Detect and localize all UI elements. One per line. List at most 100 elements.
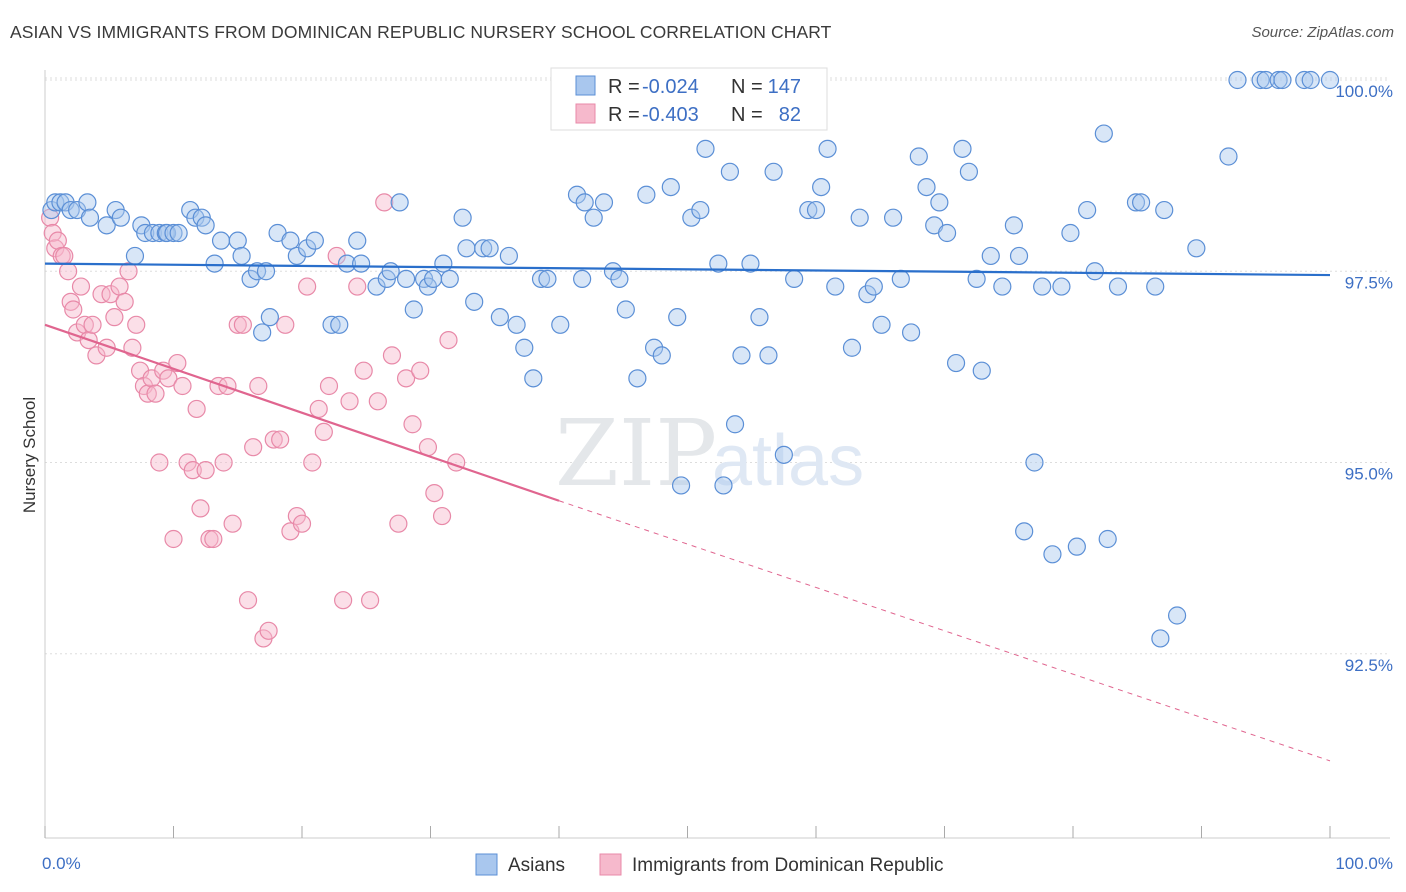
dominican-point xyxy=(389,514,408,533)
asian-point xyxy=(205,254,224,273)
asian-point xyxy=(1228,70,1247,90)
dominican-point xyxy=(354,361,373,380)
y-tick-label: 100.0% xyxy=(1335,82,1393,101)
watermark-atlas: atlas xyxy=(712,421,864,501)
dominican-point xyxy=(200,529,219,549)
asian-point xyxy=(575,193,594,212)
dominican-point xyxy=(127,315,146,334)
asian-point xyxy=(668,308,687,327)
asian-point xyxy=(1295,70,1314,90)
asian-point xyxy=(367,277,386,296)
asian-point xyxy=(1155,200,1174,220)
asian-point xyxy=(567,185,587,204)
dominican-point xyxy=(64,300,83,319)
dominican-point xyxy=(204,529,223,549)
asian-point xyxy=(80,208,100,227)
asian-point xyxy=(474,239,493,258)
asian-point xyxy=(1126,193,1146,212)
dominican-point xyxy=(83,315,102,334)
legend-n-value-dominican: 82 xyxy=(779,104,801,126)
asian-point xyxy=(573,269,592,288)
asian-point xyxy=(1061,223,1080,243)
asian-point xyxy=(759,346,778,365)
asian-point xyxy=(322,315,341,334)
asian-point xyxy=(232,246,251,266)
asian-point xyxy=(732,346,751,365)
y-tick-labels: 92.5% 95.0% 97.5% 100.0% xyxy=(1335,82,1393,675)
legend-r-label-dominican: R = xyxy=(608,104,640,126)
dominican-point xyxy=(164,529,183,549)
asian-point xyxy=(891,269,910,288)
dominican-point xyxy=(191,499,210,518)
asian-point xyxy=(1025,453,1044,472)
asian-point xyxy=(136,223,155,243)
dominican-point xyxy=(55,246,74,266)
asian-point xyxy=(917,178,936,197)
asian-point xyxy=(930,193,949,212)
dominican-point xyxy=(150,453,169,472)
asian-point xyxy=(953,139,972,158)
asian-point xyxy=(404,300,423,319)
y-tick-label: 95.0% xyxy=(1345,465,1393,484)
asian-point xyxy=(1098,529,1117,549)
asian-point xyxy=(842,338,862,357)
dominican-point xyxy=(271,430,290,449)
asian-point xyxy=(741,254,760,273)
asian-point xyxy=(1187,239,1206,258)
asian-point xyxy=(981,246,1000,266)
asian-point xyxy=(691,200,710,220)
asian-point xyxy=(253,323,272,342)
dominican-point xyxy=(138,384,157,403)
dominican-point xyxy=(298,277,317,296)
asian-point xyxy=(1015,522,1034,541)
asian-point xyxy=(440,269,459,288)
asian-point xyxy=(465,292,484,311)
dominican-point xyxy=(276,315,295,334)
asian-point xyxy=(256,262,276,281)
asian-point xyxy=(228,231,247,250)
dominican-point xyxy=(223,514,242,533)
asian-point xyxy=(937,223,957,243)
asian-point xyxy=(396,269,416,288)
asian-point xyxy=(637,185,656,204)
dominican-point xyxy=(48,231,67,250)
asian-point xyxy=(628,369,647,388)
asian-point xyxy=(78,193,97,212)
asian-point xyxy=(1320,70,1340,90)
dominican-point xyxy=(75,315,94,334)
bottom-legend-swatch-dominican xyxy=(599,853,622,876)
asian-point xyxy=(696,139,715,158)
asian-point xyxy=(281,231,300,250)
asian-point xyxy=(661,178,680,197)
asian-point xyxy=(143,223,163,243)
asian-point xyxy=(490,308,509,327)
asian-point xyxy=(164,223,183,243)
bottom-legend-label-asians: Asians xyxy=(508,855,565,876)
asian-point xyxy=(515,338,534,357)
dominican-trend-line xyxy=(44,323,560,502)
dominican-point xyxy=(334,591,353,610)
dominican-point xyxy=(146,384,165,403)
asian-point xyxy=(211,231,231,250)
asian-point xyxy=(806,200,826,220)
dominican-point xyxy=(432,506,452,526)
asian-point xyxy=(51,193,70,212)
dominican-point xyxy=(183,461,202,480)
asian-point xyxy=(538,269,557,288)
asian-point xyxy=(434,254,453,273)
asian-point xyxy=(826,277,845,296)
asian-point xyxy=(260,308,279,327)
dominican-point xyxy=(368,392,387,411)
bottom-legend-label-dominican: Immigrants from Dominican Republic xyxy=(632,855,944,876)
asian-point xyxy=(967,269,986,288)
asian-point xyxy=(652,346,671,365)
dominican-point xyxy=(238,591,258,610)
dominican-point xyxy=(340,392,359,411)
dominican-point xyxy=(196,461,215,480)
asian-point xyxy=(305,231,324,250)
dominican-point xyxy=(439,331,458,350)
asian-point xyxy=(714,476,733,495)
asian-point xyxy=(524,369,543,388)
dominican-point xyxy=(87,346,106,365)
